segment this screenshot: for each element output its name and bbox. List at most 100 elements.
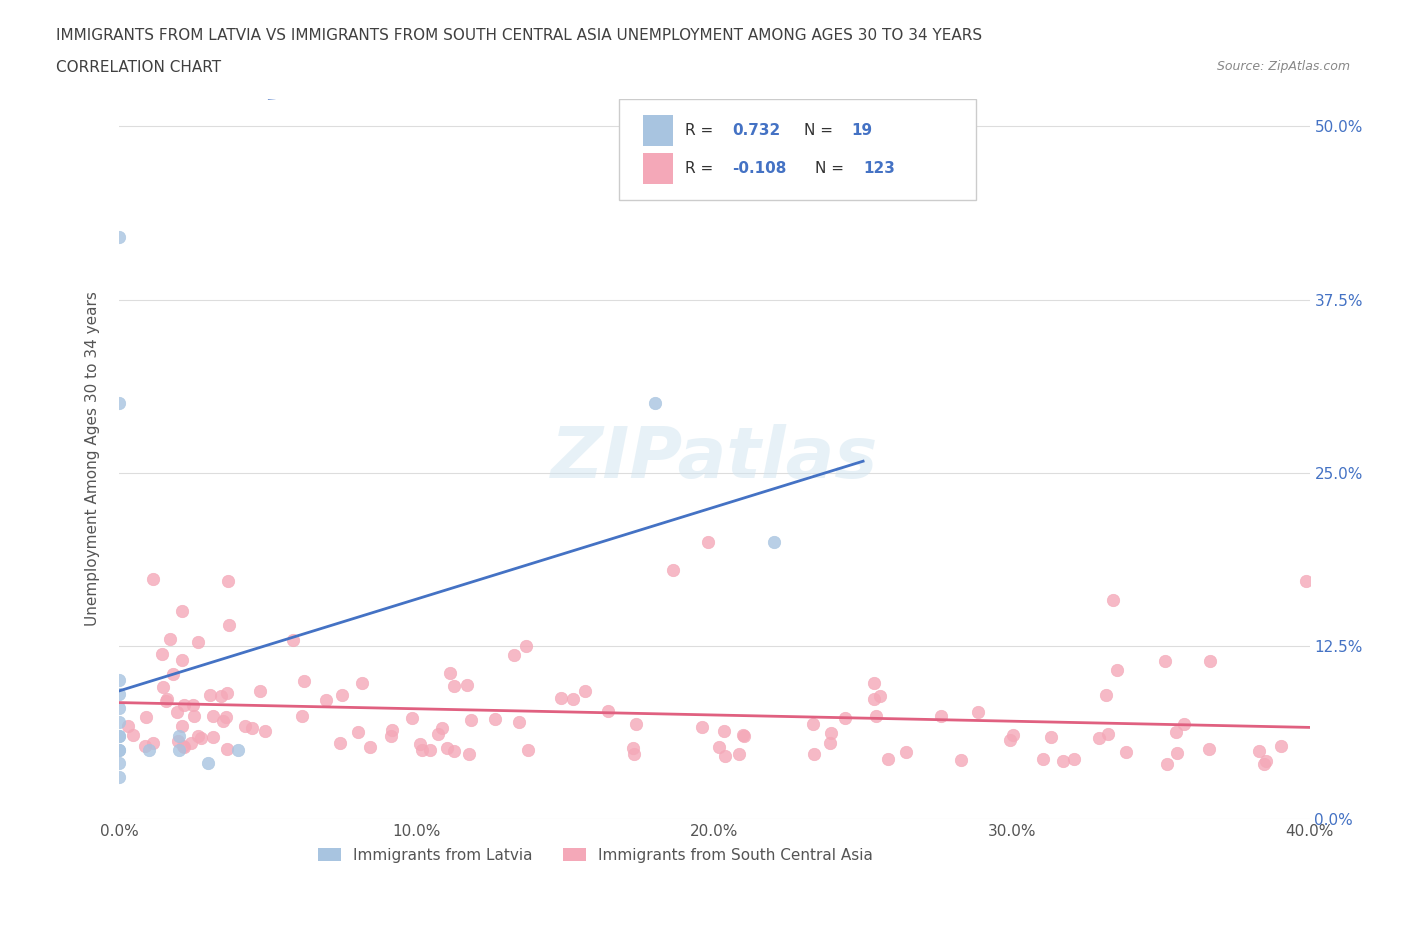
Point bbox=[707, 739, 730, 754]
Text: R =: R = bbox=[685, 161, 717, 176]
Point bbox=[142, 572, 165, 587]
Text: N =: N = bbox=[804, 123, 838, 138]
Point bbox=[427, 727, 450, 742]
Point bbox=[215, 710, 238, 724]
Point bbox=[436, 741, 458, 756]
Y-axis label: Unemployment Among Ages 30 to 34 years: Unemployment Among Ages 30 to 34 years bbox=[86, 291, 100, 626]
FancyBboxPatch shape bbox=[619, 99, 976, 200]
Point bbox=[574, 684, 596, 698]
Text: 19: 19 bbox=[851, 123, 872, 138]
Point bbox=[834, 711, 856, 725]
Point bbox=[967, 704, 990, 719]
Point bbox=[381, 723, 404, 737]
Text: N =: N = bbox=[815, 161, 849, 176]
Point bbox=[281, 633, 304, 648]
Text: IMMIGRANTS FROM LATVIA VS IMMIGRANTS FROM SOUTH CENTRAL ASIA UNEMPLOYMENT AMONG : IMMIGRANTS FROM LATVIA VS IMMIGRANTS FRO… bbox=[56, 28, 983, 43]
Point bbox=[108, 756, 131, 771]
Point bbox=[380, 729, 402, 744]
Point bbox=[352, 675, 374, 690]
Point bbox=[117, 719, 139, 734]
Point bbox=[180, 736, 202, 751]
Point bbox=[166, 705, 188, 720]
Point bbox=[626, 717, 648, 732]
Point bbox=[108, 230, 131, 245]
Point bbox=[457, 747, 479, 762]
Bar bbox=[643, 153, 672, 184]
Point bbox=[1052, 753, 1074, 768]
Point bbox=[443, 743, 465, 758]
Point bbox=[135, 710, 157, 724]
Point bbox=[215, 741, 238, 756]
Point bbox=[108, 742, 131, 757]
Point bbox=[803, 747, 825, 762]
Point bbox=[121, 727, 143, 742]
Point bbox=[108, 728, 131, 743]
Point bbox=[460, 712, 482, 727]
Point bbox=[198, 687, 221, 702]
Point bbox=[167, 728, 190, 743]
Point bbox=[108, 673, 131, 688]
Point bbox=[409, 737, 432, 751]
Point bbox=[108, 686, 131, 701]
Point bbox=[1039, 729, 1062, 744]
Point bbox=[561, 692, 583, 707]
Point bbox=[929, 709, 952, 724]
Point bbox=[1256, 754, 1278, 769]
Point bbox=[152, 680, 174, 695]
Point bbox=[183, 709, 205, 724]
Point bbox=[253, 724, 276, 738]
Point bbox=[1001, 727, 1024, 742]
Point bbox=[456, 678, 478, 693]
Text: ZIPatlas: ZIPatlas bbox=[551, 424, 877, 493]
Point bbox=[187, 728, 209, 743]
Point bbox=[172, 652, 194, 667]
Point bbox=[733, 728, 755, 743]
Point bbox=[443, 678, 465, 693]
Point bbox=[155, 693, 177, 708]
Point bbox=[411, 743, 433, 758]
Point bbox=[1173, 716, 1195, 731]
Point bbox=[108, 742, 131, 757]
Point bbox=[1295, 574, 1317, 589]
Point bbox=[517, 742, 540, 757]
Point bbox=[998, 733, 1021, 748]
Point bbox=[150, 646, 173, 661]
Legend: Immigrants from Latvia, Immigrants from South Central Asia: Immigrants from Latvia, Immigrants from … bbox=[312, 842, 879, 869]
Point bbox=[1166, 724, 1188, 739]
Point bbox=[621, 740, 644, 755]
Point bbox=[1156, 757, 1178, 772]
Point bbox=[173, 739, 195, 754]
Point bbox=[142, 735, 165, 750]
Point bbox=[209, 689, 232, 704]
Point bbox=[332, 687, 354, 702]
Bar bbox=[643, 115, 672, 145]
Point bbox=[801, 716, 824, 731]
Point bbox=[172, 719, 194, 734]
Point bbox=[170, 604, 193, 618]
Point bbox=[181, 698, 204, 712]
Point bbox=[1253, 756, 1275, 771]
Point bbox=[690, 720, 713, 735]
Text: CORRELATION CHART: CORRELATION CHART bbox=[56, 60, 221, 75]
Point bbox=[167, 742, 190, 757]
Point bbox=[190, 731, 212, 746]
Point bbox=[249, 684, 271, 698]
Point bbox=[949, 752, 972, 767]
Point bbox=[159, 631, 181, 646]
Point bbox=[226, 742, 249, 757]
Point bbox=[1247, 743, 1270, 758]
Point bbox=[187, 634, 209, 649]
Point bbox=[292, 673, 315, 688]
Point bbox=[1063, 751, 1085, 766]
Point bbox=[696, 535, 718, 550]
Point bbox=[869, 688, 891, 703]
Point bbox=[439, 665, 461, 680]
Point bbox=[644, 396, 666, 411]
Point bbox=[201, 729, 224, 744]
Point bbox=[108, 770, 131, 785]
Point bbox=[217, 573, 239, 588]
Point bbox=[820, 725, 842, 740]
Point bbox=[515, 639, 537, 654]
Text: Source: ZipAtlas.com: Source: ZipAtlas.com bbox=[1216, 60, 1350, 73]
Point bbox=[863, 692, 886, 707]
